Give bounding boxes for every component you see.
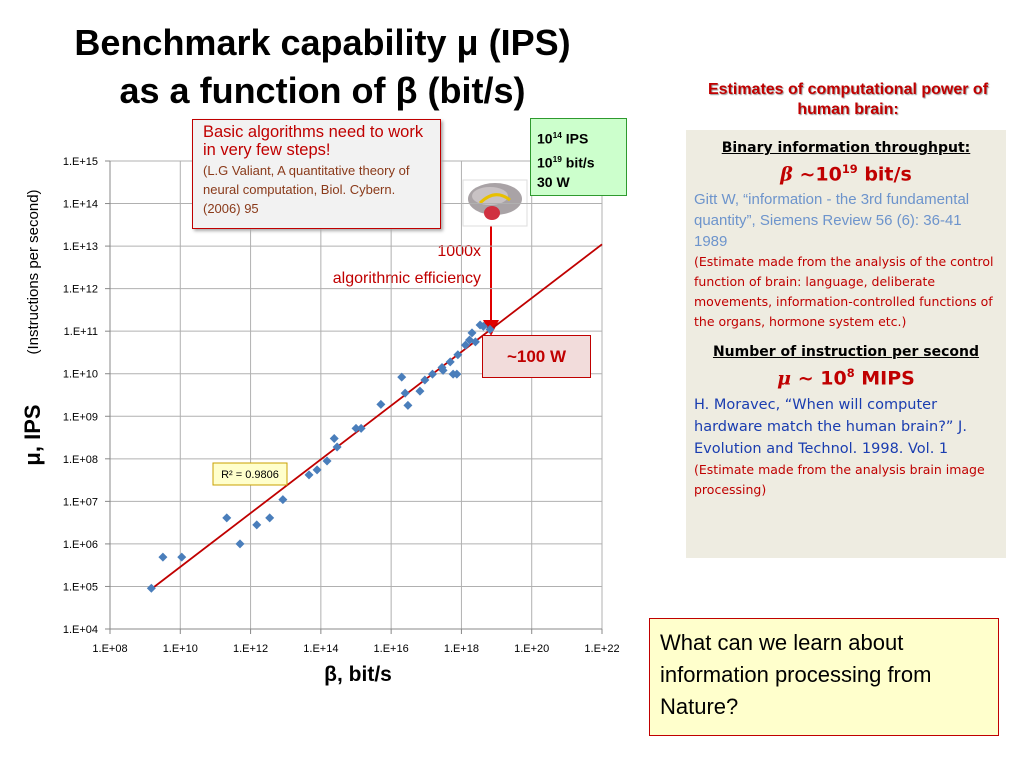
x-tick-label: 1.E+22 <box>584 643 619 655</box>
power-line: 1014 IPS <box>537 125 620 149</box>
y-tick-label: 1.E+12 <box>63 284 98 296</box>
data-point <box>158 552 168 562</box>
exponent: 14 <box>552 130 562 140</box>
x-tick-label: 1.E+16 <box>374 643 409 655</box>
note: (Estimate made from the analysis brain i… <box>694 461 985 497</box>
x-axis-label: β, bit/s <box>324 663 392 686</box>
y-tick-label: 1.E+09 <box>63 411 98 423</box>
data-point <box>415 386 425 396</box>
y-tick-label: 1.E+06 <box>63 539 98 551</box>
data-point <box>312 465 322 475</box>
brain-icon <box>462 179 528 227</box>
unit: IPS <box>561 130 589 147</box>
y-axis-label: μ, IPS <box>20 404 45 465</box>
y-tick-label: 1.E+11 <box>64 326 98 338</box>
data-point <box>403 400 413 410</box>
estimate: β ~1019 bit/s <box>694 162 998 185</box>
title-line: as a function of β (bit/s) <box>119 70 526 111</box>
data-point <box>146 583 156 593</box>
data-point <box>400 388 410 398</box>
data-point <box>453 350 463 360</box>
x-tick-label: 1.E+20 <box>514 643 549 655</box>
reference-box: Basic algorithms need to work in very fe… <box>192 119 441 229</box>
data-point <box>235 539 245 549</box>
question-box: What can we learn about information proc… <box>649 618 999 736</box>
power-annotation: ~100 W <box>482 335 591 378</box>
estimate-base: ~10 <box>792 163 842 186</box>
data-point <box>265 513 275 523</box>
section-title: Binary information throughput: <box>721 140 971 156</box>
data-point <box>252 520 262 530</box>
x-tick-label: 1.E+18 <box>444 643 479 655</box>
section-title: Number of instruction per second <box>712 344 980 361</box>
data-point <box>478 321 488 331</box>
data-point <box>356 423 366 433</box>
estimate-base: ~ 10 <box>791 367 847 390</box>
title-line: Benchmark capability μ (IPS) <box>74 22 571 63</box>
data-point <box>278 495 288 505</box>
data-point <box>452 369 462 379</box>
x-tick-label: 1.E+08 <box>92 643 127 655</box>
data-point <box>329 434 339 444</box>
exponent: 8 <box>846 366 855 381</box>
r2-box <box>212 462 288 486</box>
y-tick-label: 1.E+13 <box>63 241 98 253</box>
data-point <box>332 442 342 452</box>
symbol: β <box>780 163 793 186</box>
power-box: 1014 IPS 1019 bit/s 30 W <box>530 118 627 196</box>
y-tick-label: 1.E+15 <box>63 156 98 168</box>
estimate-unit: MIPS <box>854 367 915 390</box>
data-point <box>445 357 455 367</box>
trendline <box>149 243 603 591</box>
y-tick-label: 1.E+10 <box>63 369 98 381</box>
estimate: μ ~ 108 MIPS <box>694 366 998 389</box>
reference: Gitt W, “information - the 3rd fundament… <box>694 191 970 251</box>
x-tick-label: 1.E+14 <box>303 643 338 655</box>
power-line: 1019 bit/s <box>537 149 620 173</box>
estimate-unit: bit/s <box>857 163 912 186</box>
data-point <box>351 423 361 433</box>
y-tick-label: 1.E+05 <box>63 581 98 593</box>
citation: (L.G Valiant, A quantitative theory of n… <box>203 163 410 216</box>
annotation: algorithmic efficiency <box>333 270 481 287</box>
claim: Basic algorithms need to work in very fe… <box>203 123 424 159</box>
y-axis-note: (Instructions per second) <box>25 189 42 354</box>
x-tick-label: 1.E+12 <box>233 643 268 655</box>
power-line: 30 W <box>537 172 620 192</box>
data-point <box>177 552 187 562</box>
data-point <box>304 470 314 480</box>
plot: 1.E+04 1.E+05 1.E+06 1.E+07 1.E+08 1.E+09 1.E+… <box>63 156 620 655</box>
data-point <box>427 369 437 379</box>
r2-label: R² = 0.9806 <box>221 469 279 481</box>
base: 30 W <box>537 174 570 191</box>
data-point <box>420 375 430 385</box>
exponent: 19 <box>841 162 858 176</box>
y-tick-label: 1.E+04 <box>63 624 98 636</box>
data-point <box>222 513 232 523</box>
data-point <box>376 399 386 409</box>
y-tick-label: 1.E+07 <box>63 496 98 508</box>
estimates-panel: Binary information throughput: β ~1019 b… <box>686 130 1006 558</box>
base: 10 <box>537 130 553 147</box>
symbol: μ <box>777 367 792 390</box>
y-tick-label: 1.E+08 <box>63 454 98 466</box>
x-tick-label: 1.E+10 <box>163 643 198 655</box>
unit: bit/s <box>561 154 595 171</box>
data-point <box>485 324 495 334</box>
y-tick-label: 1.E+14 <box>63 199 98 211</box>
base: 10 <box>537 154 553 171</box>
data-point <box>470 337 480 347</box>
panel-heading: Estimates of computational power of huma… <box>707 81 989 118</box>
data-point <box>460 340 470 350</box>
data-point <box>438 365 448 375</box>
data-point <box>467 328 477 338</box>
exponent: 19 <box>552 153 562 164</box>
note: (Estimate made from the analysis of the … <box>694 254 994 330</box>
reference: H. Moravec, “When will computer hardware… <box>694 396 967 457</box>
data-point <box>397 372 407 382</box>
annotation: 1000x <box>437 243 481 260</box>
data-point <box>322 456 332 466</box>
